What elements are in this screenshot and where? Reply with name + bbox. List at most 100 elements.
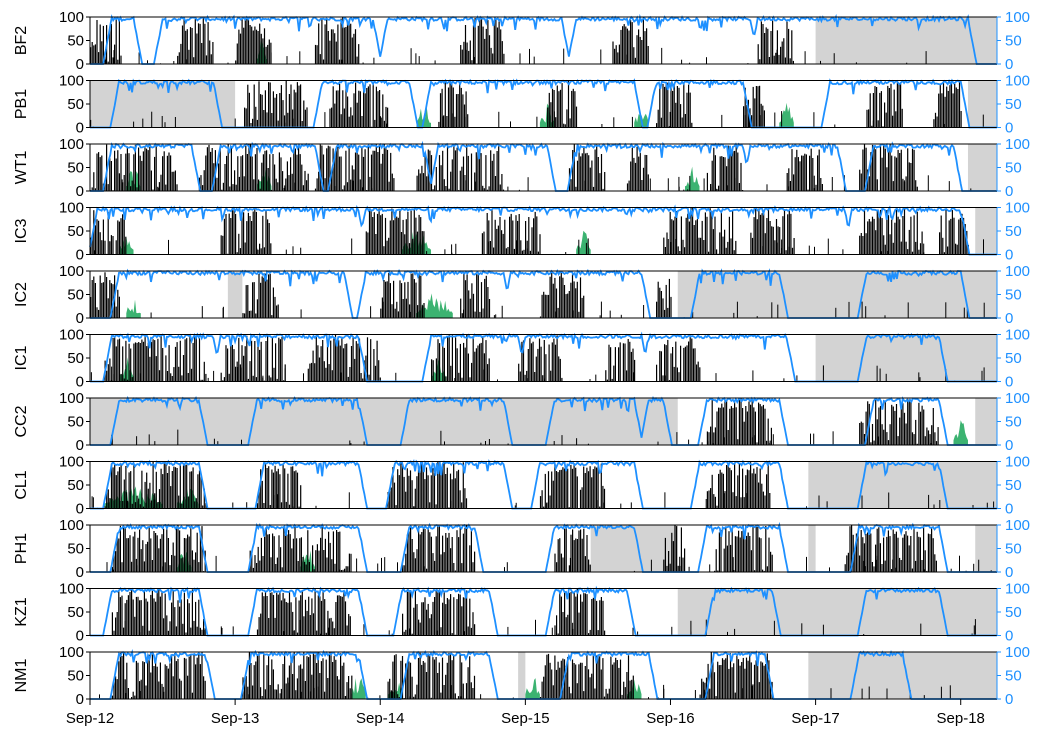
- black-bar: [402, 564, 404, 572]
- black-bar: [581, 153, 583, 191]
- black-bar: [157, 186, 159, 191]
- black-bar: [120, 218, 122, 255]
- black-bar: [249, 361, 251, 382]
- black-bar: [337, 146, 339, 191]
- black-bar: [692, 311, 694, 318]
- black-bar: [161, 683, 163, 699]
- black-bar: [907, 148, 909, 191]
- black-bar: [173, 466, 175, 509]
- black-bar: [572, 529, 574, 572]
- black-bar: [603, 488, 606, 509]
- black-bar: [314, 363, 316, 382]
- black-bar: [674, 216, 676, 255]
- black-bar: [668, 126, 670, 128]
- black-bar: [131, 589, 133, 636]
- black-bar: [488, 35, 491, 64]
- black-bar: [484, 278, 486, 318]
- black-bar: [116, 612, 118, 636]
- black-bar-cluster: [866, 82, 903, 128]
- black-bar: [198, 599, 200, 636]
- black-bar: [432, 601, 434, 636]
- black-bar: [350, 179, 352, 191]
- black-bar: [182, 557, 184, 572]
- black-bar: [442, 345, 444, 382]
- black-bar: [742, 408, 744, 445]
- black-bar: [90, 297, 92, 318]
- black-bar: [437, 339, 439, 382]
- black-bar: [446, 662, 448, 699]
- black-bar: [180, 599, 182, 636]
- black-bar: [315, 550, 317, 572]
- black-bar: [706, 57, 707, 64]
- black-bar: [542, 375, 544, 382]
- black-bar: [870, 152, 872, 191]
- black-bar: [673, 85, 675, 128]
- black-bar: [147, 60, 148, 64]
- black-bar: [136, 495, 138, 509]
- black-bar: [726, 545, 728, 572]
- black-bar: [435, 591, 437, 636]
- black-bar: [148, 654, 150, 699]
- black-bar: [562, 467, 564, 509]
- black-bar: [272, 472, 275, 509]
- black-bar: [726, 465, 728, 509]
- black-bar: [298, 506, 300, 509]
- black-bar: [340, 570, 342, 572]
- black-bar: [758, 482, 760, 509]
- black-bar: [301, 121, 303, 128]
- black-bar: [179, 463, 181, 509]
- black-bar: [111, 366, 113, 382]
- black-bar: [339, 569, 340, 572]
- black-bar: [367, 86, 369, 128]
- black-bar: [199, 531, 201, 572]
- black-bar: [294, 525, 296, 572]
- black-bar: [367, 145, 369, 191]
- black-bar: [255, 313, 257, 318]
- black-bar: [921, 405, 923, 445]
- black-bar: [608, 688, 610, 699]
- black-bar: [761, 213, 763, 255]
- black-bar: [153, 666, 155, 699]
- black-bar: [719, 156, 721, 191]
- black-bar: [187, 496, 189, 509]
- black-bar: [317, 686, 319, 699]
- black-bar: [332, 148, 334, 191]
- black-bar: [732, 151, 734, 191]
- black-bar: [255, 29, 258, 64]
- black-bar: [388, 181, 390, 191]
- black-bar: [578, 664, 580, 699]
- black-bar: [889, 536, 891, 572]
- black-bar: [291, 548, 293, 572]
- black-bar: [128, 472, 130, 509]
- black-bar: [903, 412, 906, 445]
- black-bar: [630, 351, 632, 382]
- black-bar: [346, 20, 349, 64]
- black-bar: [198, 470, 201, 509]
- black-bar: [460, 45, 462, 64]
- black-bar: [674, 525, 676, 572]
- black-bar: [93, 45, 95, 64]
- black-bar: [174, 467, 177, 509]
- black-bar: [393, 482, 396, 509]
- black-bar: [753, 217, 755, 255]
- black-bar: [754, 435, 756, 445]
- black-bar: [279, 93, 281, 128]
- black-bar: [232, 184, 234, 191]
- black-bar: [405, 219, 407, 255]
- black-bar: [96, 153, 98, 191]
- black-bar: [406, 468, 408, 509]
- black-bar: [285, 80, 287, 128]
- black-bar: [173, 61, 175, 64]
- black-bar: [137, 662, 139, 699]
- black-bar: [567, 614, 569, 636]
- black-bar: [474, 551, 476, 572]
- black-bar: [203, 619, 205, 636]
- left-tick-label: 100: [59, 644, 84, 661]
- black-bar: [118, 19, 120, 64]
- black-bar: [604, 630, 606, 636]
- black-bar: [627, 696, 629, 699]
- black-bar: [870, 221, 872, 255]
- black-bar: [420, 217, 422, 255]
- black-bar: [710, 187, 712, 191]
- black-bar: [182, 623, 184, 636]
